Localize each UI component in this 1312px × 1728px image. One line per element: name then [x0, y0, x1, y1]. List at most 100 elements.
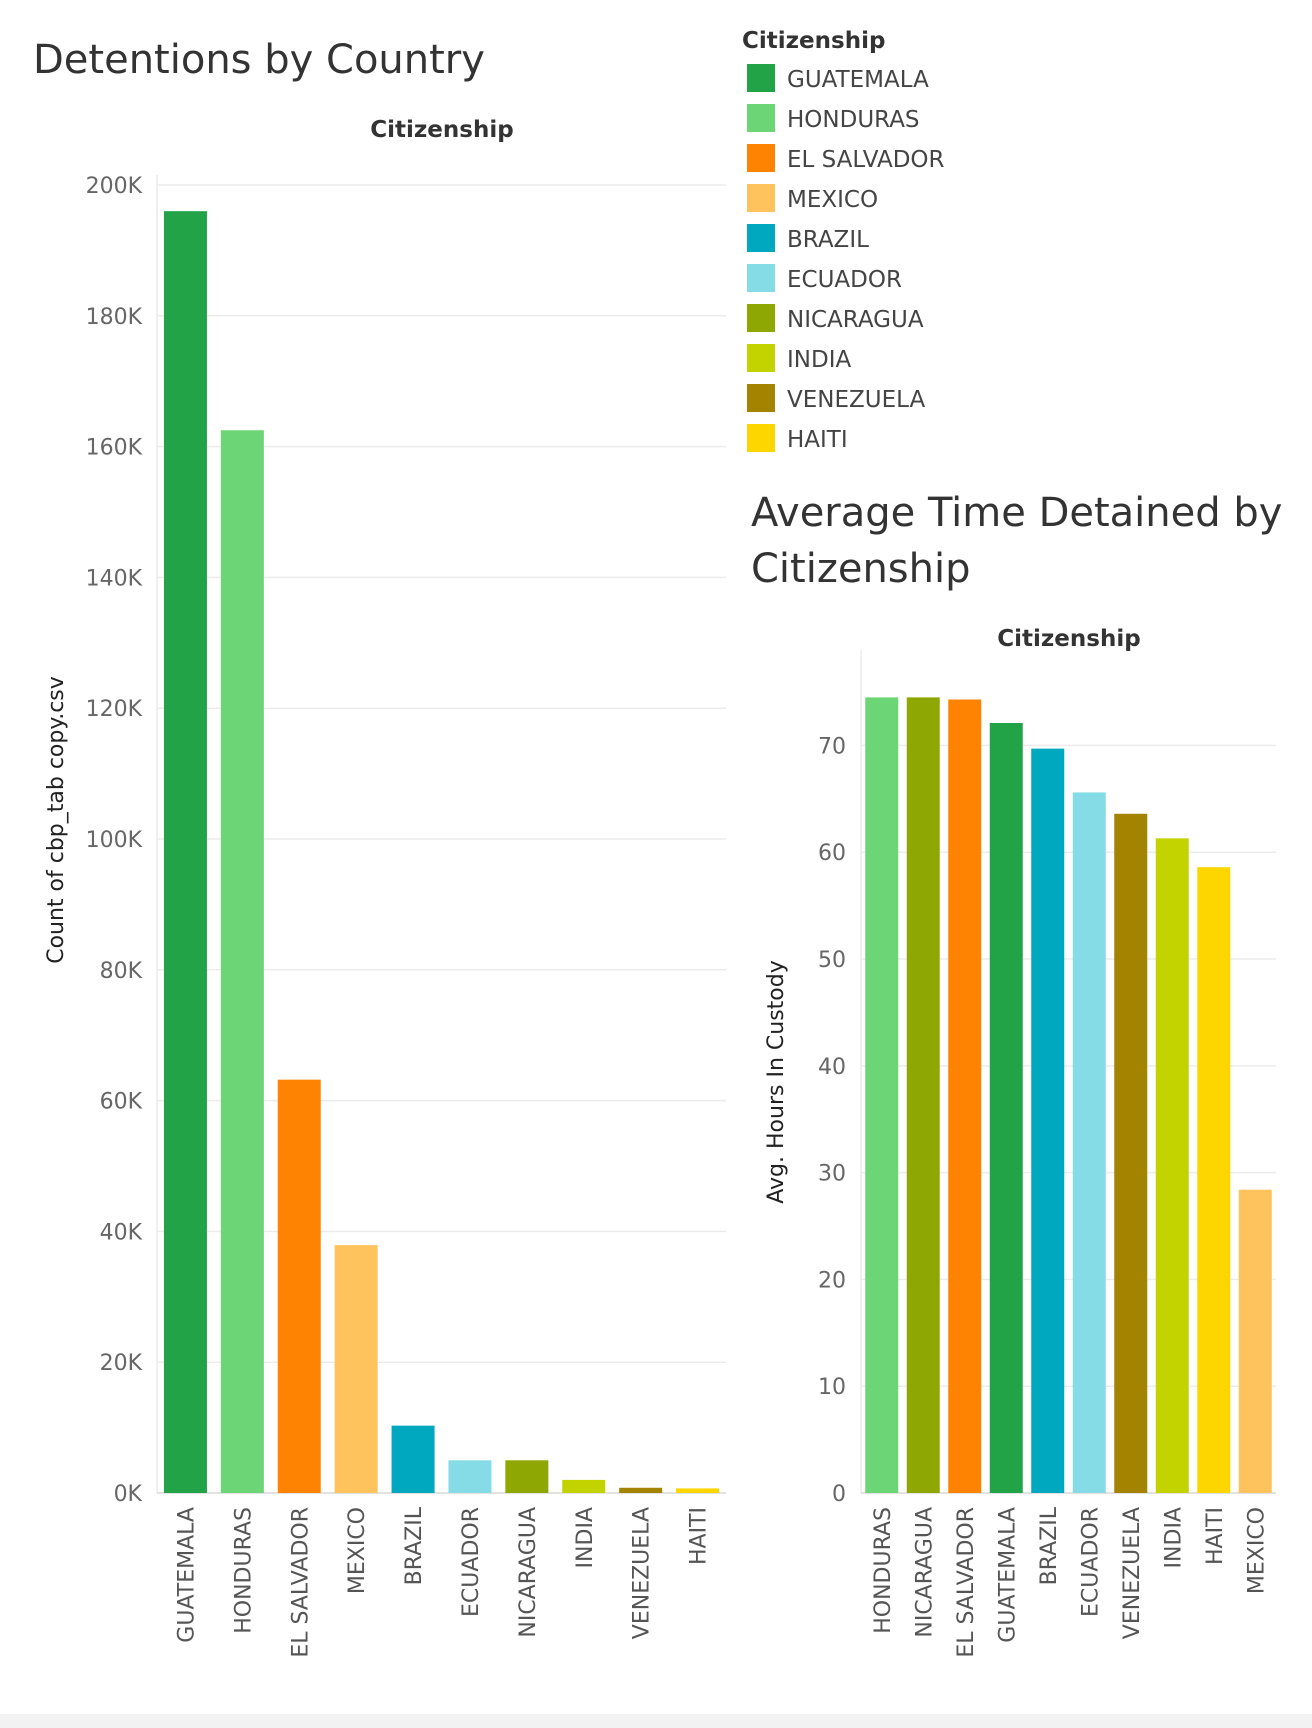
- chart2-category-label: NICARAGUA: [912, 1507, 937, 1638]
- legend-title: Citizenship: [742, 28, 885, 54]
- chart1-y-tick-label: 80K: [100, 959, 143, 984]
- legend-swatch: [747, 344, 775, 372]
- chart1-category-label: BRAZIL: [402, 1506, 427, 1585]
- chart2-bar-haiti[interactable]: [1197, 867, 1231, 1493]
- chart1-category-label: INDIA: [573, 1507, 598, 1568]
- chart2-header: Citizenship: [997, 626, 1140, 652]
- chart2-bar-mexico[interactable]: [1238, 1189, 1272, 1493]
- chart2-category-label: ECUADOR: [1078, 1507, 1103, 1617]
- chart2-category-label: EL SALVADOR: [954, 1507, 979, 1658]
- legend-label: VENEZUELA: [787, 387, 925, 413]
- chart2-bar-el-salvador[interactable]: [948, 699, 982, 1493]
- chart1-bar-brazil[interactable]: [391, 1425, 435, 1493]
- chart2-y-tick-label: 0: [832, 1482, 846, 1507]
- chart1-y-tick-label: 100K: [86, 828, 143, 853]
- chart1-bars: [163, 211, 720, 1493]
- chart2-bar-venezuela[interactable]: [1114, 813, 1148, 1493]
- chart2-bar-nicaragua[interactable]: [906, 697, 940, 1493]
- chart2-category-label: MEXICO: [1244, 1507, 1269, 1594]
- chart2-y-ticks: 0 10 20 30 40 50 60 70: [818, 734, 846, 1507]
- legend-item-haiti[interactable]: HAITI: [747, 424, 848, 453]
- chart1-bar-mexico[interactable]: [334, 1245, 378, 1493]
- chart2-category-label: GUATEMALA: [995, 1507, 1020, 1643]
- chart2-bar-india[interactable]: [1155, 838, 1189, 1493]
- legend-label: INDIA: [787, 347, 851, 373]
- chart1-category-label: EL SALVADOR: [288, 1507, 313, 1658]
- chart2-category-label: INDIA: [1161, 1507, 1186, 1568]
- chart1-category-label: MEXICO: [345, 1507, 370, 1594]
- chart1-bar-haiti[interactable]: [676, 1488, 720, 1493]
- legend-label: MEXICO: [787, 187, 878, 213]
- chart1-category-label: VENEZUELA: [630, 1507, 655, 1639]
- legend-item-honduras[interactable]: HONDURAS: [747, 104, 920, 133]
- legend-item-brazil[interactable]: BRAZIL: [747, 224, 869, 253]
- chart1-bar-honduras[interactable]: [220, 430, 264, 1493]
- legend-swatch: [747, 184, 775, 212]
- chart2-y-axis-label: Avg. Hours In Custody: [764, 960, 789, 1203]
- chart1-header: Citizenship: [370, 117, 513, 143]
- legend-swatch: [747, 64, 775, 92]
- legend-swatch: [747, 144, 775, 172]
- chart1-y-tick-label: 180K: [86, 305, 143, 330]
- chart2-y-tick-label: 40: [818, 1055, 846, 1080]
- legend-label: EL SALVADOR: [787, 147, 945, 173]
- chart2-category-label: HAITI: [1203, 1507, 1228, 1565]
- chart1-bar-venezuela[interactable]: [619, 1487, 663, 1493]
- chart2-y-tick-label: 70: [818, 734, 846, 759]
- chart1-bar-guatemala[interactable]: [163, 211, 207, 1493]
- chart1-bar-ecuador[interactable]: [448, 1460, 492, 1493]
- legend-item-guatemala[interactable]: GUATEMALA: [747, 64, 929, 93]
- chart2-y-tick-label: 50: [818, 948, 846, 973]
- legend-swatch: [747, 264, 775, 292]
- chart1-y-tick-label: 160K: [86, 436, 143, 461]
- chart1-y-ticks: 0K 20K 40K 60K 80K 100K 120K 140K 160K 180K 200K: [86, 174, 143, 1507]
- chart1-category-label: HONDURAS: [231, 1507, 256, 1634]
- legend-item-mexico[interactable]: MEXICO: [747, 184, 878, 213]
- legend-swatch: [747, 224, 775, 252]
- chart1-y-tick-label: 140K: [86, 566, 143, 591]
- legend-label: HAITI: [787, 427, 848, 453]
- chart1-y-tick-label: 20K: [100, 1351, 143, 1376]
- chart1-category-label: GUATEMALA: [174, 1507, 199, 1643]
- legend-label: HONDURAS: [787, 107, 920, 133]
- chart2-category-label: BRAZIL: [1037, 1506, 1062, 1585]
- chart1-y-tick-label: 40K: [100, 1220, 143, 1245]
- chart1-category-labels: GUATEMALA HONDURAS EL SALVADOR MEXICO BRAZIL…: [174, 1506, 711, 1657]
- chart1-y-tick-label: 60K: [100, 1090, 143, 1115]
- chart1-bar-el-salvador[interactable]: [277, 1079, 321, 1493]
- chart2-bar-honduras[interactable]: [865, 697, 899, 1493]
- legend-item-ecuador[interactable]: ECUADOR: [747, 264, 902, 293]
- legend-swatch: [747, 104, 775, 132]
- legend-item-nicaragua[interactable]: NICARAGUA: [747, 304, 924, 333]
- legend-item-el-salvador[interactable]: EL SALVADOR: [747, 144, 945, 173]
- chart1-y-tick-label: 200K: [86, 174, 143, 199]
- legend-label: GUATEMALA: [787, 67, 929, 93]
- chart2-bars: [865, 697, 1272, 1493]
- chart1-bar-india[interactable]: [562, 1479, 606, 1493]
- footer-strip: [0, 1714, 1312, 1728]
- legend-item-venezuela[interactable]: VENEZUELA: [747, 384, 925, 413]
- legend-item-india[interactable]: INDIA: [747, 344, 851, 373]
- legend-swatch: [747, 304, 775, 332]
- chart2-category-label: VENEZUELA: [1120, 1507, 1145, 1639]
- chart2-category-label: HONDURAS: [871, 1507, 896, 1634]
- chart2-y-tick-label: 20: [818, 1268, 846, 1293]
- chart2-y-tick-label: 30: [818, 1162, 846, 1187]
- chart2-bar-brazil[interactable]: [1031, 748, 1065, 1493]
- chart2-bar-ecuador[interactable]: [1072, 792, 1106, 1493]
- chart1-title: Detentions by Country: [33, 37, 485, 83]
- chart1-y-axis-label: Count of cbp_tab copy.csv: [44, 676, 69, 964]
- legend-swatch: [747, 384, 775, 412]
- chart1-category-label: ECUADOR: [459, 1507, 484, 1617]
- chart2-title: Average Time Detained by Citizenship: [751, 490, 1295, 592]
- legend-label: BRAZIL: [787, 227, 869, 253]
- chart1-category-label: HAITI: [687, 1507, 712, 1565]
- legend: GUATEMALA HONDURAS EL SALVADOR MEXICO BRAZIL…: [747, 64, 945, 453]
- legend-label: ECUADOR: [787, 267, 902, 293]
- chart1-bar-nicaragua[interactable]: [505, 1460, 549, 1493]
- chart2-title-line1: Average Time Detained by: [751, 490, 1282, 536]
- chart2-y-tick-label: 10: [818, 1375, 846, 1400]
- chart2-bar-guatemala[interactable]: [989, 723, 1023, 1493]
